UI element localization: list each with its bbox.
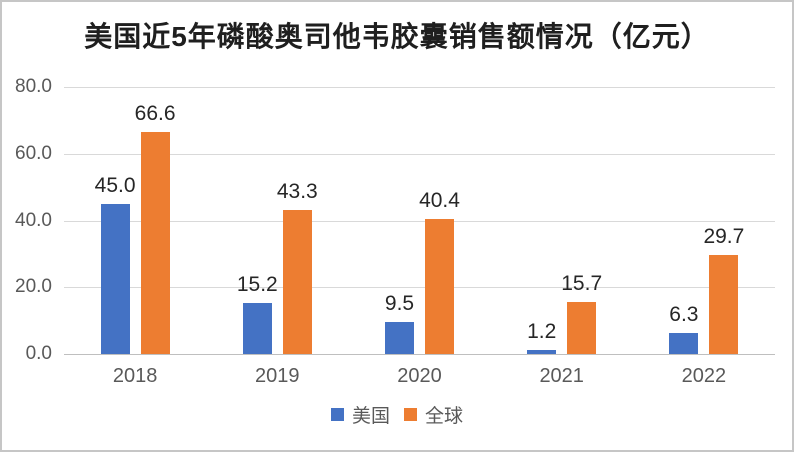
y-gridline: [64, 87, 775, 88]
legend-label-global: 全球: [425, 406, 464, 427]
x-axis-tick-label: 2020: [397, 365, 442, 387]
legend: 美国 全球: [2, 401, 792, 428]
bar-全球-2022[interactable]: [709, 254, 739, 354]
y-axis-tick-label: 0.0: [25, 343, 52, 364]
bar-全球-2021[interactable]: [567, 301, 597, 354]
chart-title: 美国近5年磷酸奥司他韦胶囊销售额情况（亿元）: [84, 21, 710, 52]
legend-item-us[interactable]: 美国: [330, 401, 390, 428]
y-gridline: [64, 287, 775, 288]
bar-value-label: 45.0: [94, 173, 136, 197]
legend-swatch-us-icon: [330, 408, 344, 421]
y-gridline: [64, 221, 775, 222]
y-gridline: [64, 154, 775, 155]
y-axis-tick-label: 80.0: [15, 76, 52, 97]
bar-value-label: 1.2: [527, 320, 557, 343]
bar-美国-2018[interactable]: [100, 203, 130, 354]
y-axis-tick-label: 40.0: [15, 210, 52, 231]
x-axis-line: [64, 354, 775, 355]
bar-value-label: 40.4: [419, 189, 460, 213]
x-axis-tick-label: 2019: [255, 365, 300, 387]
bar-value-label: 6.3: [669, 303, 699, 326]
bar-美国-2022[interactable]: [669, 333, 699, 354]
bar-全球-2019[interactable]: [282, 209, 312, 354]
bar-美国-2019[interactable]: [242, 303, 272, 354]
x-axis-tick-label: 2018: [112, 365, 158, 387]
bar-value-label: 9.5: [384, 292, 415, 316]
bar-value-label: 15.7: [561, 271, 603, 295]
bar-美国-2021[interactable]: [527, 350, 557, 354]
bar-value-label: 29.7: [703, 224, 745, 248]
y-axis-tick-label: 20.0: [15, 276, 52, 297]
bar-美国-2020[interactable]: [385, 322, 414, 354]
bar-value-label: 15.2: [236, 273, 278, 297]
legend-swatch-global-icon: [404, 408, 417, 421]
x-axis-tick-label: 2021: [539, 365, 584, 387]
bar-全球-2020[interactable]: [425, 219, 454, 354]
y-axis-tick-label: 60.0: [15, 143, 52, 164]
bar-全球-2018[interactable]: [140, 131, 170, 354]
legend-item-global[interactable]: 全球: [404, 401, 463, 428]
bar-value-label: 43.3: [276, 179, 318, 203]
bar-value-label: 66.6: [134, 101, 176, 125]
x-axis-tick-label: 2022: [681, 365, 727, 387]
legend-label-us: 美国: [351, 406, 390, 427]
